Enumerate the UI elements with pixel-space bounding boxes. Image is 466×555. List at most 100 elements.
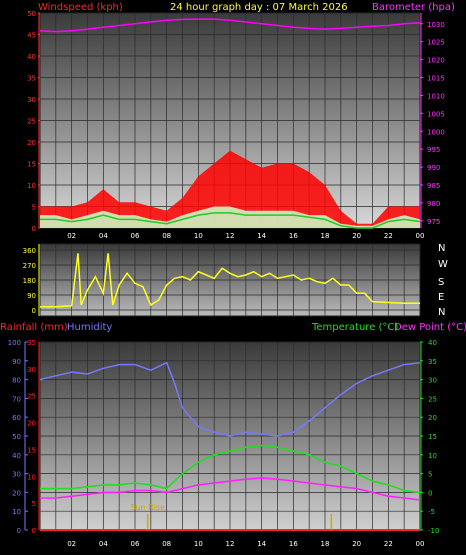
hour-tick-label: 12 xyxy=(226,232,235,240)
temperature-tick-label: 25 xyxy=(428,395,437,403)
rainfall-tick-label: 35 xyxy=(27,339,36,347)
humidity-tick-label: 70 xyxy=(12,395,21,403)
windspeed-tick-label: 30 xyxy=(27,96,36,104)
hour-tick-label: 18 xyxy=(321,540,330,548)
hour-tick-label: 00 xyxy=(416,540,425,548)
wind-panel-series xyxy=(39,18,421,229)
temperature-tick-label: 5 xyxy=(428,471,432,479)
hour-tick-label: 02 xyxy=(67,540,76,548)
rainfall-tick-label: 20 xyxy=(27,420,36,428)
barometer-axis-title: Barometer (hpa) xyxy=(372,2,455,13)
barometer-axis: 975 980 985 990 995 1000 1005 1010 1015 1020 1025 1… xyxy=(420,13,445,228)
hour-tick-label: 20 xyxy=(352,232,361,240)
compass-label: E xyxy=(438,292,444,303)
temperature-tick-label: 0 xyxy=(428,489,432,497)
humidity-tick-label: 40 xyxy=(12,452,21,460)
hour-tick-label: 06 xyxy=(131,232,140,240)
temperature-tick-label: -5 xyxy=(428,508,435,516)
barometer-line xyxy=(39,18,421,33)
hour-tick-label: 22 xyxy=(384,232,393,240)
dew-point-axis-title: Dew Point (°C) xyxy=(394,322,466,333)
hour-tick-label: 10 xyxy=(194,540,203,548)
hour-tick-label: 22 xyxy=(384,540,393,548)
barometer-tick-label: 1005 xyxy=(427,110,445,118)
barometer-tick-label: 985 xyxy=(427,182,440,190)
windspeed-tick-label: 50 xyxy=(27,10,36,18)
wind-panel-x-axis: 02 04 06 08 10 12 14 16 18 20 22 00 xyxy=(67,232,424,240)
hour-tick-label: 06 xyxy=(131,540,140,548)
humidity-tick-label: 50 xyxy=(12,433,21,441)
rainfall-tick-label: 5 xyxy=(32,500,36,508)
temperature-tick-label: 30 xyxy=(428,377,437,385)
windspeed-max-area xyxy=(40,150,420,228)
hour-tick-label: 16 xyxy=(289,540,298,548)
hour-tick-label: 16 xyxy=(289,232,298,240)
hour-tick-label: 00 xyxy=(416,232,425,240)
direction-tick-label: 360 xyxy=(23,247,36,255)
humidity-tick-label: 60 xyxy=(12,414,21,422)
humidity-tick-label: 90 xyxy=(12,358,21,366)
windspeed-tick-label: 5 xyxy=(32,204,36,212)
sun-rise-label: Sun Rise xyxy=(130,503,165,512)
barometer-tick-label: 975 xyxy=(427,218,440,226)
humidity-panel-axes: 010203040506070809010005101520253035-10-… xyxy=(8,339,440,535)
direction-tick-label: 0 xyxy=(32,307,36,315)
windspeed-tick-label: 0 xyxy=(32,225,36,233)
temperature-line xyxy=(40,444,421,494)
hour-tick-label: 20 xyxy=(352,540,361,548)
windspeed-tick-label: 20 xyxy=(27,139,36,147)
temperature-tick-label: 10 xyxy=(428,452,437,460)
rainfall-tick-label: 30 xyxy=(27,366,36,374)
hour-tick-label: 04 xyxy=(99,232,108,240)
hour-tick-label: 14 xyxy=(257,232,266,240)
windspeed-tick-label: 45 xyxy=(27,32,36,40)
direction-panel-series xyxy=(40,253,420,308)
humidity-tick-label: 100 xyxy=(8,339,21,347)
humidity-panel-x-axis: 02 04 06 08 10 12 14 16 18 20 22 00 xyxy=(67,540,424,548)
barometer-tick-label: 1020 xyxy=(427,57,445,65)
humidity-panel-series: Sun Rise xyxy=(39,361,421,531)
windspeed-axis: 0 5 10 15 20 25 30 35 40 45 50 xyxy=(27,10,40,233)
temperature-tick-label: 35 xyxy=(428,358,437,366)
hour-tick-label: 08 xyxy=(162,232,171,240)
temperature-axis-title: Temperature (°C) xyxy=(311,322,398,333)
hour-tick-label: 14 xyxy=(257,540,266,548)
humidity-tick-label: 30 xyxy=(12,471,21,479)
temperature-tick-label: -10 xyxy=(428,527,439,535)
barometer-tick-label: 1015 xyxy=(427,75,445,83)
humidity-tick-label: 20 xyxy=(12,489,21,497)
direction-tick-label: 90 xyxy=(27,292,36,300)
direction-tick-label: 270 xyxy=(23,262,36,270)
hour-tick-label: 08 xyxy=(162,540,171,548)
barometer-tick-label: 1000 xyxy=(427,128,445,136)
windspeed-avg-area xyxy=(40,206,420,228)
dew-point-line xyxy=(40,477,421,501)
barometer-tick-label: 995 xyxy=(427,146,440,154)
rainfall-tick-label: 25 xyxy=(27,393,36,401)
direction-tick-label: 180 xyxy=(23,277,36,285)
windspeed-tick-label: 10 xyxy=(27,182,36,190)
temperature-tick-label: 15 xyxy=(428,433,437,441)
barometer-tick-label: 980 xyxy=(427,200,440,208)
windspeed-axis-title: Windspeed (kph) xyxy=(38,2,123,13)
windspeed-tick-label: 35 xyxy=(27,75,36,83)
windspeed-tick-label: 25 xyxy=(27,118,36,126)
rainfall-tick-label: 15 xyxy=(27,446,36,454)
windspeed-tick-label: 15 xyxy=(27,161,36,169)
barometer-tick-label: 1030 xyxy=(427,21,445,29)
compass-label: S xyxy=(438,277,444,288)
barometer-tick-label: 1010 xyxy=(427,92,445,100)
hour-tick-label: 12 xyxy=(226,540,235,548)
compass-label: W xyxy=(438,259,448,270)
humidity-tick-label: 10 xyxy=(12,508,21,516)
temperature-tick-label: 40 xyxy=(428,339,437,347)
wind-direction-line xyxy=(40,253,420,308)
humidity-tick-label: 80 xyxy=(12,377,21,385)
humidity-axis-title: Humidity xyxy=(67,322,112,333)
compass-label: N xyxy=(438,243,445,254)
temperature-tick-label: 20 xyxy=(428,414,437,422)
hour-tick-label: 04 xyxy=(99,540,108,548)
direction-panel-grid xyxy=(40,244,420,316)
direction-axis: 0 90 180 270 360 xyxy=(23,244,40,316)
